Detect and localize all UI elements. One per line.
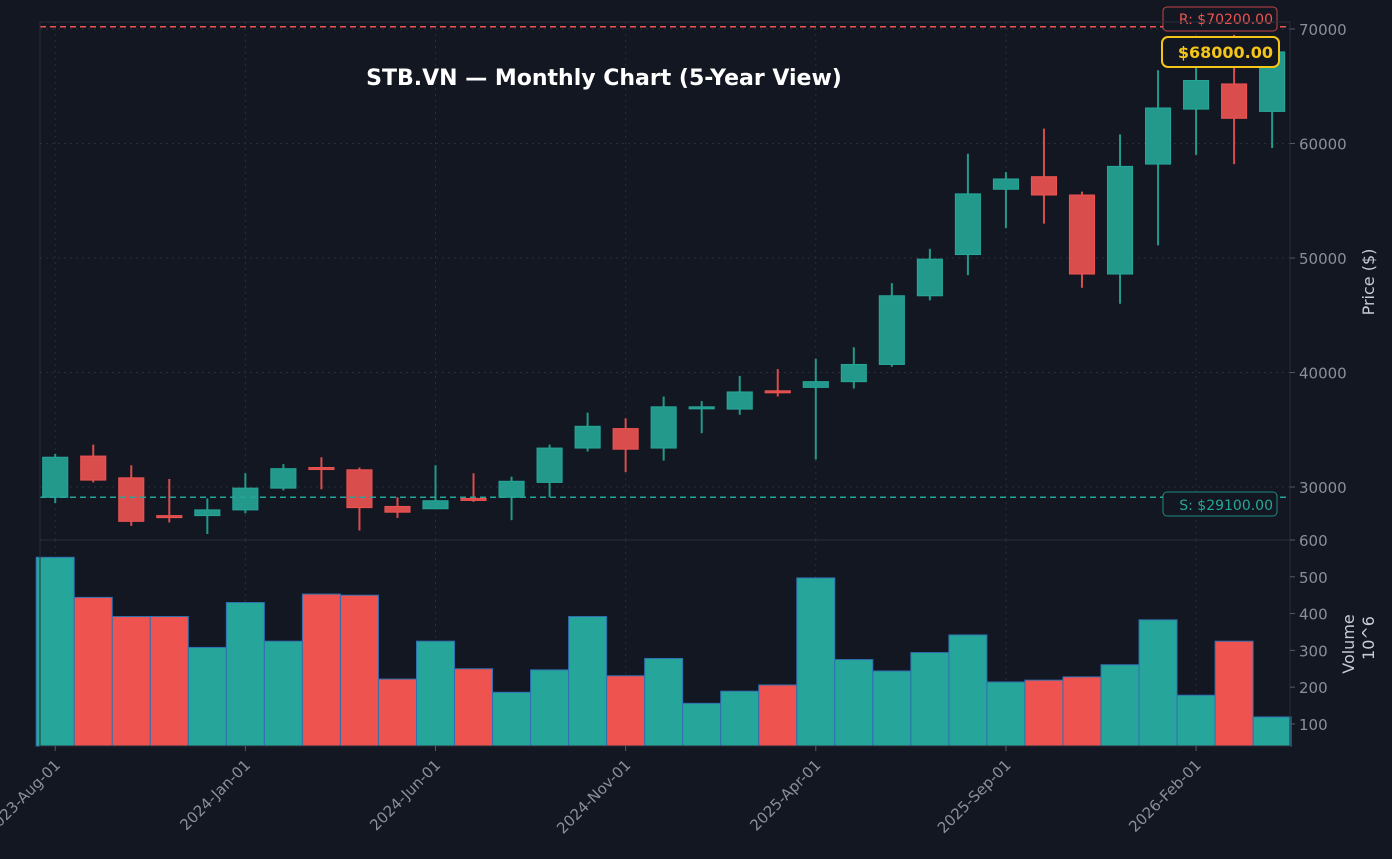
candle-body [802,381,829,388]
volume-bar [606,675,646,747]
volume-bar [263,640,303,747]
volume-bar [1100,664,1140,747]
candle-body [840,363,867,383]
price-tick-label: 30000 [1299,479,1347,497]
candle-body [612,428,639,450]
candle-body [422,500,449,510]
volume-tick-label: 500 [1299,569,1328,587]
volume-bar [910,652,950,747]
volume-bar [1214,640,1254,747]
volume-bar [1024,679,1064,747]
candle-body [650,406,677,449]
candle-body [232,487,259,511]
price-tick-label: 60000 [1299,135,1347,153]
resistance-label-box [1162,6,1278,32]
volume-bar [1176,694,1216,747]
candle-body [384,505,411,513]
candle-body [574,425,601,449]
volume-bar [720,690,760,747]
volume-panel-frame [39,539,1291,747]
volume-bar [415,640,456,747]
candle-body [42,456,69,498]
volume-bar [834,659,874,747]
candle-body [1068,194,1096,275]
candles [42,34,1286,534]
candle-body [992,178,1019,190]
volume-bar [149,616,189,747]
chart-title: STB.VN — Monthly Chart (5-Year View) [366,66,842,91]
candle-body [460,497,487,501]
volume-bar [530,669,570,747]
candle-body [194,509,221,517]
volume-bar [1252,716,1292,747]
candle-body [1144,107,1172,165]
volume-bar [872,670,912,747]
candle-body [156,515,183,519]
volume-tick-label: 400 [1299,606,1328,624]
volume-bar [73,596,113,747]
volume-axis-label: Volume [1339,614,1358,674]
candle-body [308,467,335,471]
candle-body [270,468,297,489]
candle-body [688,406,715,410]
volume-bar [492,691,532,747]
volume-bar [1062,676,1102,747]
volume-bar [796,577,836,747]
candle-body [1183,80,1210,110]
volume-bar [111,616,151,747]
support-resistance-lines: R: $70200.00 S: $29100.00 $68000.00 [40,6,1290,517]
candle-body [1030,176,1058,196]
volume-bar [225,602,265,747]
volume-bar [301,593,341,747]
volume-bar [986,681,1026,747]
volume-tick-label: 200 [1299,679,1328,697]
candle-body [118,477,145,522]
candle-body [916,258,943,297]
volume-tick-label: 300 [1299,642,1328,660]
candle-body [498,480,525,498]
volume-bar [454,668,494,747]
resistance-label: R: $70200.00 [1179,12,1273,28]
volume-bar [758,684,798,747]
candle-body [878,295,905,365]
volume-bar [568,616,608,747]
price-tick-label: 40000 [1299,364,1347,382]
volume-bar [948,634,988,747]
candle-body [1106,165,1134,275]
last-price-label-box [1161,36,1280,68]
volume-tick-label: 600 [1299,532,1328,550]
volume-bar [644,657,684,747]
candle-body [346,469,373,509]
last-price-label: $68000.00 [1178,43,1273,62]
candle-body [1221,83,1248,119]
volume-bar [377,678,417,747]
volume-bar [682,702,722,747]
volume-tick-label: 100 [1299,716,1328,734]
price-tick-label: 70000 [1299,21,1347,39]
volume-bar [339,594,379,747]
support-label: S: $29100.00 [1179,498,1273,514]
volume-bar [187,646,227,747]
volume-bar [1138,619,1178,747]
volume-bars [35,556,1292,747]
candle-body [536,447,563,483]
candle-body [726,391,753,410]
price-tick-label: 50000 [1299,250,1347,268]
candle-body [764,390,791,394]
volume-unit-label: 10^6 [1359,616,1378,660]
price-axis-label: Price ($) [1359,249,1378,316]
candle-body [80,455,107,481]
support-label-box [1162,491,1278,517]
volume-bar [35,556,75,747]
candle-body [954,193,981,256]
